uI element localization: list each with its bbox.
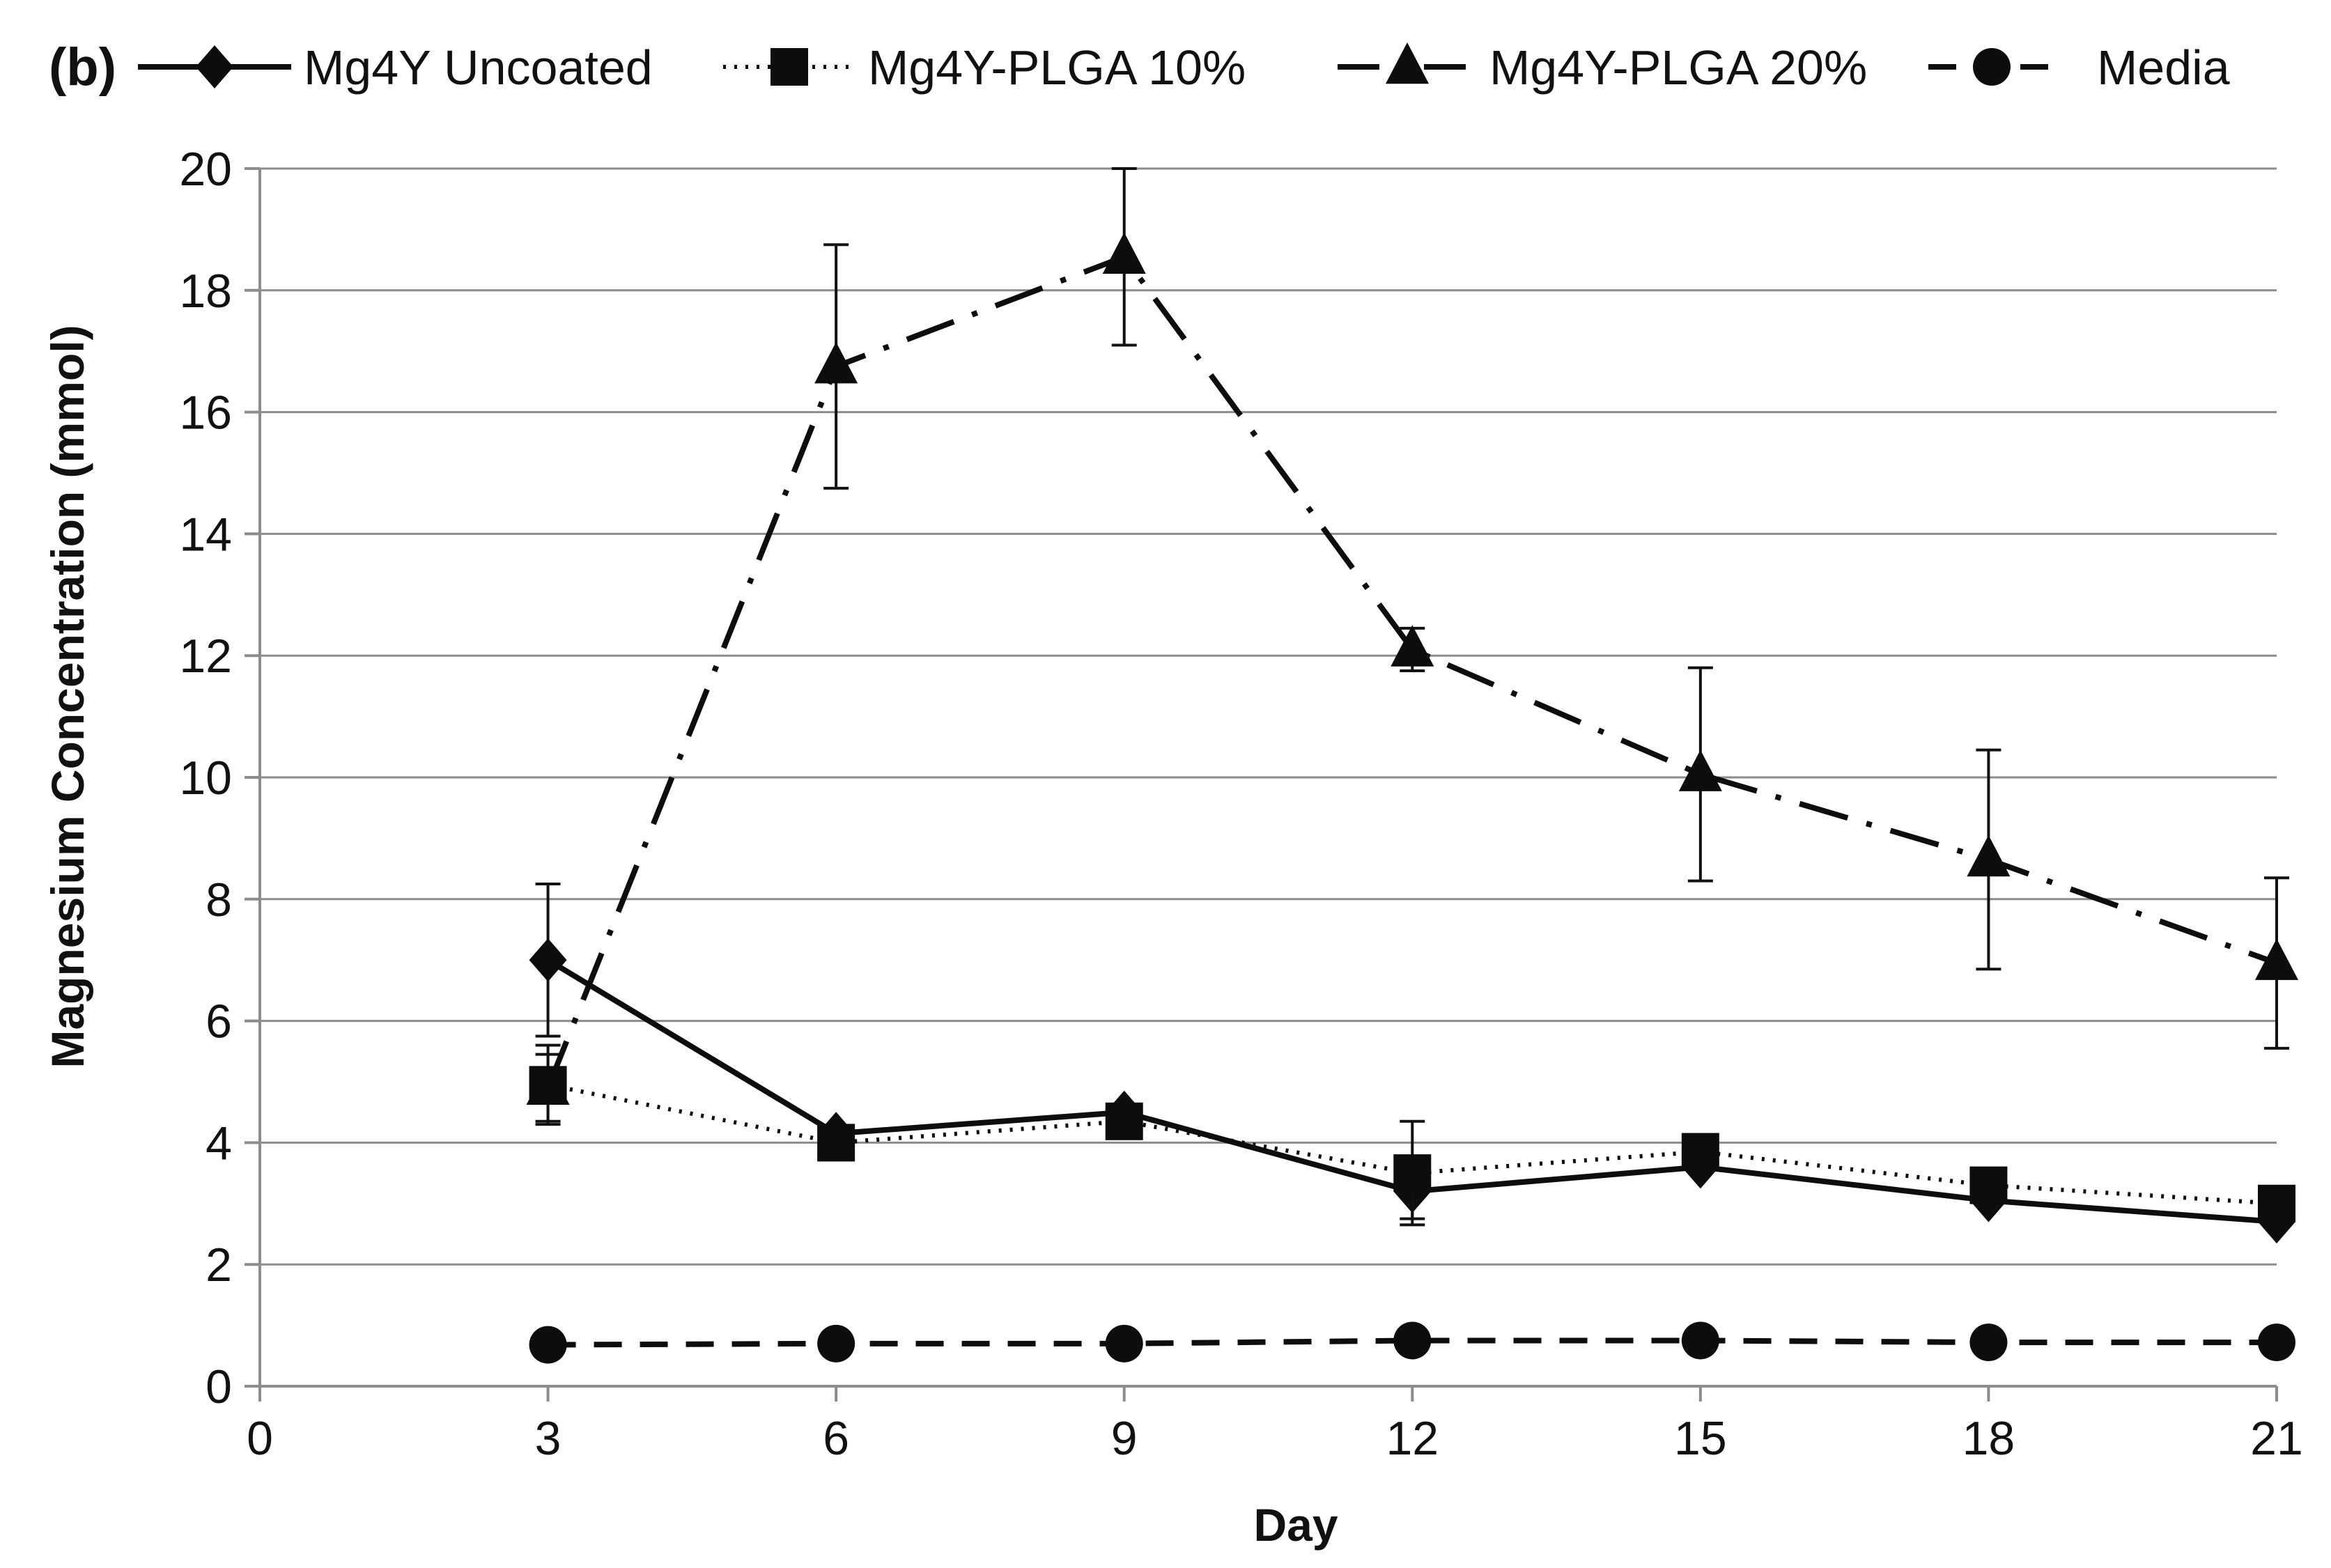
x-tick-label: 6 [823,1412,849,1465]
y-tick-label: 8 [206,874,232,926]
panel-label: (b) [49,38,116,97]
y-tick-label: 2 [206,1239,232,1291]
tick-labels: 0 2 4 6 8 10 12 14 16 18 20 0 3 6 9 12 15 18 21 [179,143,2302,1465]
data-point-triangle [2254,938,2299,980]
data-point-triangle [1967,835,2011,877]
legend-item-0: Mg4Y Uncoated [138,40,653,95]
data-point-triangle [1678,750,1722,791]
legend-marker-triangle [1385,42,1430,84]
data-point-circle [1681,1321,1719,1360]
y-tick-label: 4 [206,1117,232,1170]
data-point-circle [1969,1324,2008,1362]
legend-marker-circle [1973,48,2011,86]
y-tick-label: 0 [206,1360,232,1413]
legend-label: Mg4Y Uncoated [304,40,653,95]
legend-item-1: Mg4Y-PLGA 10% [723,40,1246,95]
axes [245,167,2278,1402]
series-1 [529,1043,2295,1227]
legend-label: Mg4Y-PLGA 20% [1489,40,1867,95]
data-point-square [1681,1133,1719,1171]
legend-marker-diamond [196,45,233,89]
x-tick-label: 0 [247,1412,273,1465]
y-axis-title: Magnesium Concentration (mmol) [42,325,93,1068]
legend-label: Mg4Y-PLGA 10% [868,40,1246,95]
y-tick-label: 6 [206,995,232,1048]
data-point-square [817,1124,855,1162]
data-point-circle [529,1326,567,1364]
legend: (b) Mg4Y Uncoated Mg4Y-PLGA 10% Mg4Y-PLGA … [49,38,2230,97]
x-axis-title: Day [1253,1499,1338,1551]
legend-item-3: Media [1928,40,2230,95]
data-point-triangle [526,1063,570,1105]
y-tick-label: 16 [179,387,232,440]
legend-label: Media [2097,40,2230,95]
gridlines [260,167,2277,1266]
series [526,167,2299,1364]
x-tick-label: 3 [535,1412,562,1465]
data-point-circle [2258,1324,2295,1362]
x-tick-label: 12 [1386,1412,1439,1465]
data-point-triangle [814,341,858,384]
x-tick-label: 15 [1674,1412,1727,1465]
data-point-square [1105,1102,1143,1140]
y-tick-label: 14 [179,508,232,561]
x-tick-label: 21 [2250,1412,2303,1465]
data-point-square [1969,1166,2008,1204]
x-tick-label: 18 [1962,1412,2015,1465]
data-point-diamond [529,938,567,982]
data-point-circle [1393,1321,1432,1360]
legend-marker-square [770,48,808,86]
series-3 [529,1321,2295,1364]
data-point-square [2258,1184,2295,1222]
x-tick-label: 9 [1111,1412,1138,1465]
data-point-circle [1105,1324,1143,1363]
series-2 [526,167,2299,1123]
y-tick-label: 18 [179,265,232,318]
y-tick-label: 10 [179,752,232,805]
legend-item-2: Mg4Y-PLGA 20% [1338,40,1867,95]
data-point-circle [817,1324,855,1363]
y-tick-label: 12 [179,630,232,683]
data-point-square [1393,1154,1432,1193]
data-point-triangle [1391,625,1434,667]
y-tick-label: 20 [179,143,232,196]
data-point-triangle [1102,232,1146,274]
